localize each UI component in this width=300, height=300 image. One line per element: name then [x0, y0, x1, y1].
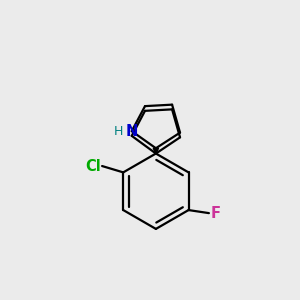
Text: N: N — [126, 124, 138, 139]
Polygon shape — [153, 148, 158, 154]
Text: H: H — [113, 125, 123, 138]
Text: Cl: Cl — [85, 158, 100, 173]
Text: F: F — [210, 206, 220, 220]
